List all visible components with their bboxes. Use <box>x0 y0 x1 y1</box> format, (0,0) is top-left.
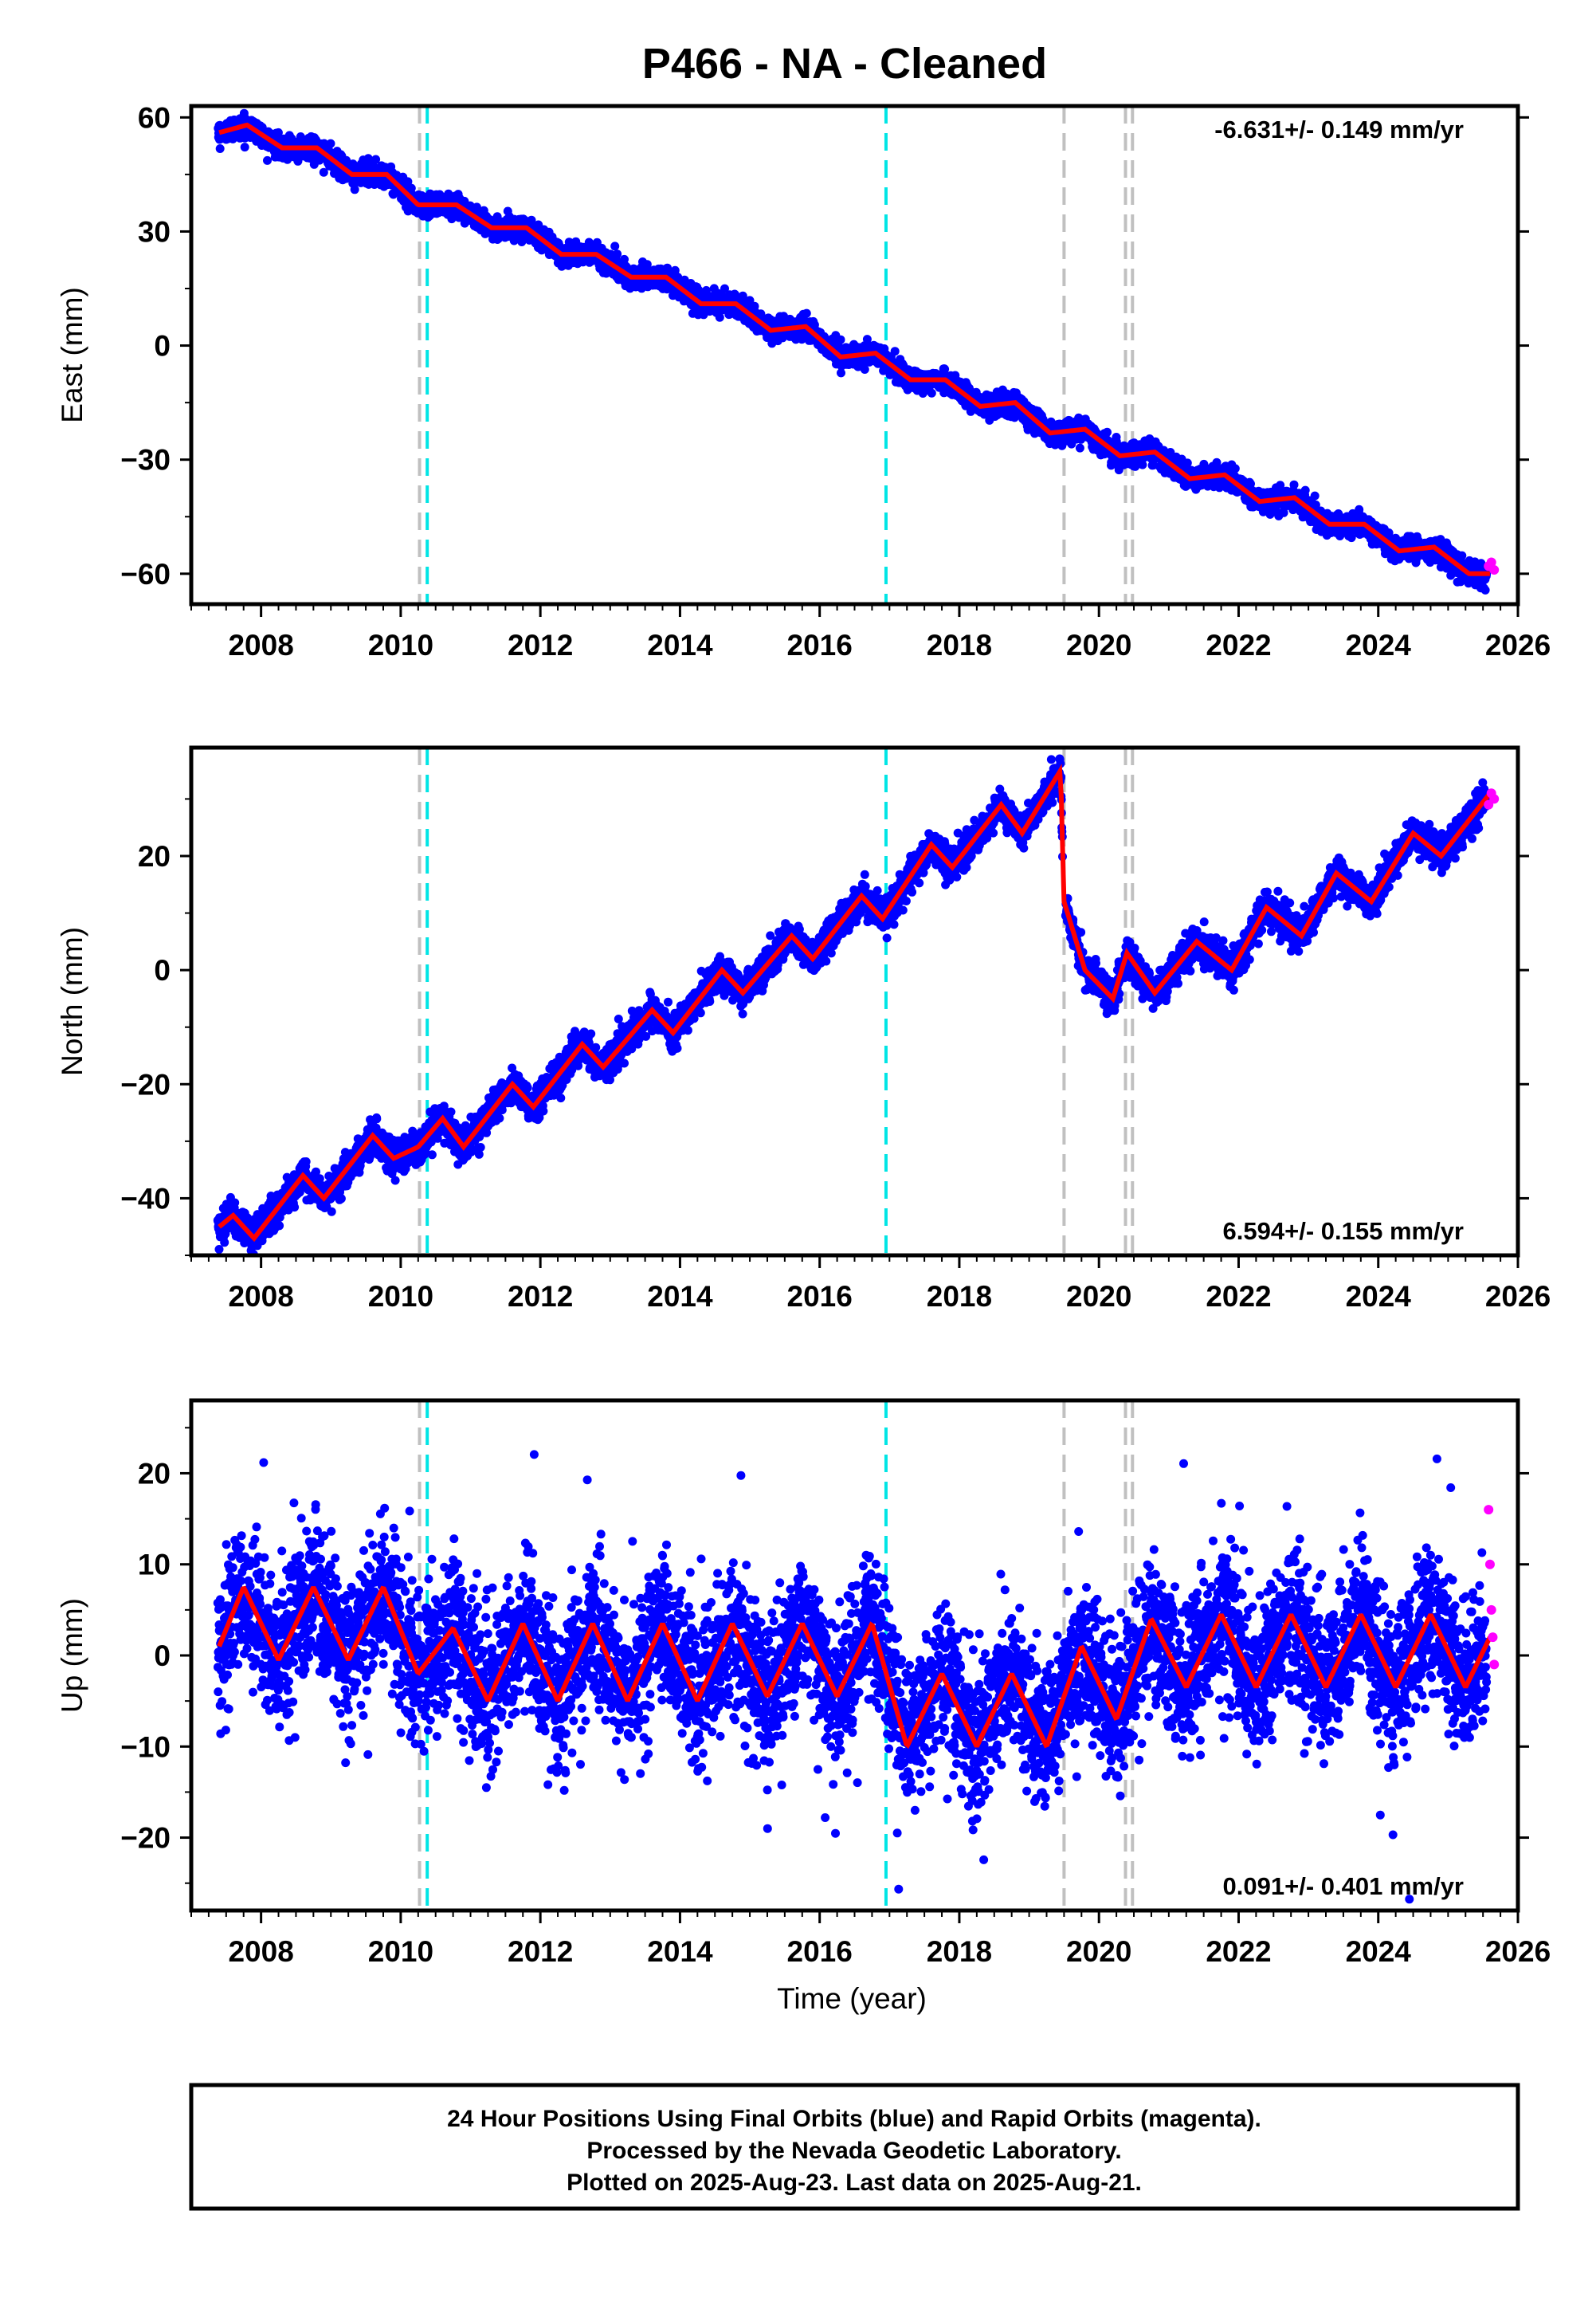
data-point <box>802 308 811 318</box>
figure-title: P466 - NA - Cleaned <box>642 40 1047 88</box>
data-point <box>273 128 283 137</box>
data-point <box>836 335 845 344</box>
data-point <box>215 144 225 153</box>
final-orbit-points <box>214 108 1492 595</box>
data-point <box>350 185 359 194</box>
data-point <box>240 143 249 152</box>
data-point <box>1103 427 1112 437</box>
plot-area <box>214 106 1500 604</box>
data-point <box>927 388 936 398</box>
data-point <box>1289 480 1299 489</box>
data-point <box>613 249 622 259</box>
data-point <box>890 347 900 356</box>
data-point <box>326 139 335 148</box>
data-point <box>263 155 272 165</box>
data-point <box>319 167 328 177</box>
data-point <box>1230 464 1240 473</box>
data-point <box>1075 443 1084 453</box>
data-point <box>860 365 869 374</box>
data-point <box>610 242 620 251</box>
